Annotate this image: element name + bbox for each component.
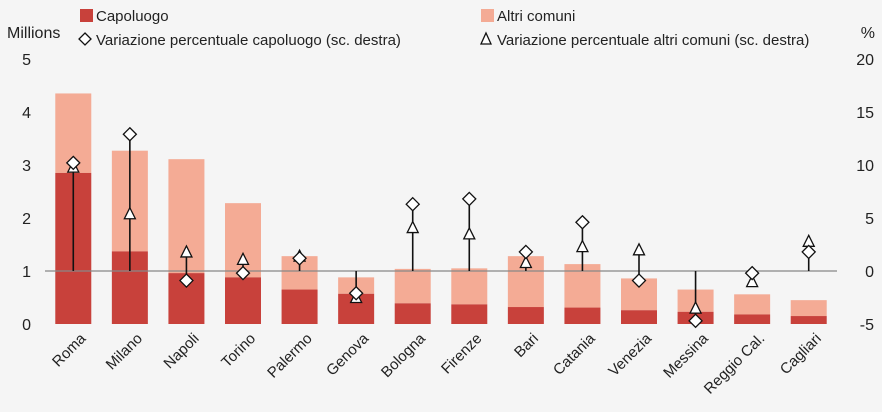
category-label: Reggio Cal. (701, 330, 768, 397)
right-tick-label: 20 (856, 52, 874, 69)
marker-diamond-capoluogo (688, 313, 703, 329)
legend-label-capoluogo: Capoluogo (96, 8, 169, 25)
bar-capoluogo (790, 316, 827, 324)
left-axis-title: Millions (7, 25, 60, 42)
marker-triangle-altri (745, 274, 759, 288)
category-label: Genova (323, 330, 373, 380)
marker-triangle-altri (236, 251, 250, 265)
legend-label-var-altri: Variazione percentuale altri comuni (sc.… (497, 32, 809, 49)
marker-triangle-altri (406, 220, 420, 234)
legend-label-altri-comuni: Altri comuni (497, 8, 575, 25)
marker-triangle-altri (519, 255, 533, 269)
right-tick-label: 15 (856, 105, 874, 122)
bar-altri-comuni (394, 268, 431, 304)
bar-capoluogo (281, 289, 318, 324)
marker-triangle-altri (179, 244, 193, 258)
category-label: Firenze (438, 330, 485, 377)
right-tick-label: -5 (860, 317, 874, 334)
category-label: Napoli (160, 330, 202, 372)
marker-diamond-capoluogo (235, 265, 251, 281)
markers (65, 126, 817, 329)
marker-diamond-capoluogo (631, 273, 647, 288)
bar-capoluogo (621, 310, 657, 324)
legend-label-var-capoluogo: Variazione percentuale capoluogo (sc. de… (96, 32, 401, 49)
left-tick-label: 0 (22, 317, 31, 334)
marker-diamond-capoluogo (292, 250, 307, 266)
marker-diamond-capoluogo (348, 285, 364, 301)
category-label: Bologna (378, 330, 429, 381)
right-tick-label: 5 (865, 211, 874, 228)
marker-diamond-capoluogo (575, 214, 590, 230)
right-axis: -5 0 5 10 15 20 (856, 52, 874, 334)
left-tick-label: 2 (22, 211, 31, 228)
bar-capoluogo (394, 303, 431, 324)
bars (55, 93, 827, 324)
bar-altri-comuni (790, 300, 827, 317)
left-tick-label: 5 (22, 52, 31, 69)
category-label: Venezia (605, 330, 655, 380)
category-label: Milano (103, 330, 146, 373)
bar-capoluogo (507, 307, 544, 324)
category-label: Palermo (264, 330, 316, 382)
right-tick-label: 10 (856, 158, 874, 175)
marker-triangle-altri (123, 206, 137, 220)
category-label: Roma (49, 330, 90, 371)
marker-diamond-capoluogo (744, 265, 760, 281)
bar-capoluogo (225, 277, 261, 324)
marker-diamond-capoluogo (179, 273, 194, 288)
bar-capoluogo (734, 314, 771, 324)
bar-altri-comuni (451, 268, 488, 305)
category-label: Messina (660, 330, 712, 382)
legend-swatch-altri-comuni (481, 9, 494, 22)
marker-triangle-altri (462, 226, 476, 240)
right-axis-title: % (861, 25, 875, 42)
bar-capoluogo (564, 307, 601, 324)
marker-diamond-capoluogo (405, 196, 421, 212)
left-axis: 0 1 2 3 4 5 (22, 52, 31, 334)
marker-diamond-capoluogo (461, 191, 477, 207)
left-tick-label: 4 (22, 105, 31, 122)
marker-triangle-altri (632, 242, 646, 256)
category-label: Cagliari (777, 330, 825, 378)
left-tick-label: 1 (22, 264, 31, 281)
category-label: Catania (550, 330, 599, 379)
bar-capoluogo (451, 304, 488, 324)
legend-diamond-icon (78, 32, 92, 46)
marker-triangle-altri (689, 300, 703, 314)
right-tick-label: 0 (865, 264, 874, 281)
bar-altri-comuni (734, 294, 771, 315)
legend: Capoluogo Altri comuni Variazione percen… (78, 8, 809, 49)
marker-triangle-altri (575, 239, 589, 253)
left-tick-label: 3 (22, 158, 31, 175)
category-label: Bari (511, 330, 542, 361)
marker-diamond-capoluogo (518, 244, 534, 260)
marker-diamond-capoluogo (122, 126, 138, 142)
category-labels: Roma Milano Napoli Torino Palermo Genova Bolog… (49, 330, 825, 398)
legend-swatch-capoluogo (80, 9, 93, 22)
category-label: Torino (218, 330, 259, 371)
marker-diamond-capoluogo (801, 244, 817, 260)
legend-triangle-icon (479, 31, 493, 45)
marker-diamond-capoluogo (65, 155, 81, 171)
